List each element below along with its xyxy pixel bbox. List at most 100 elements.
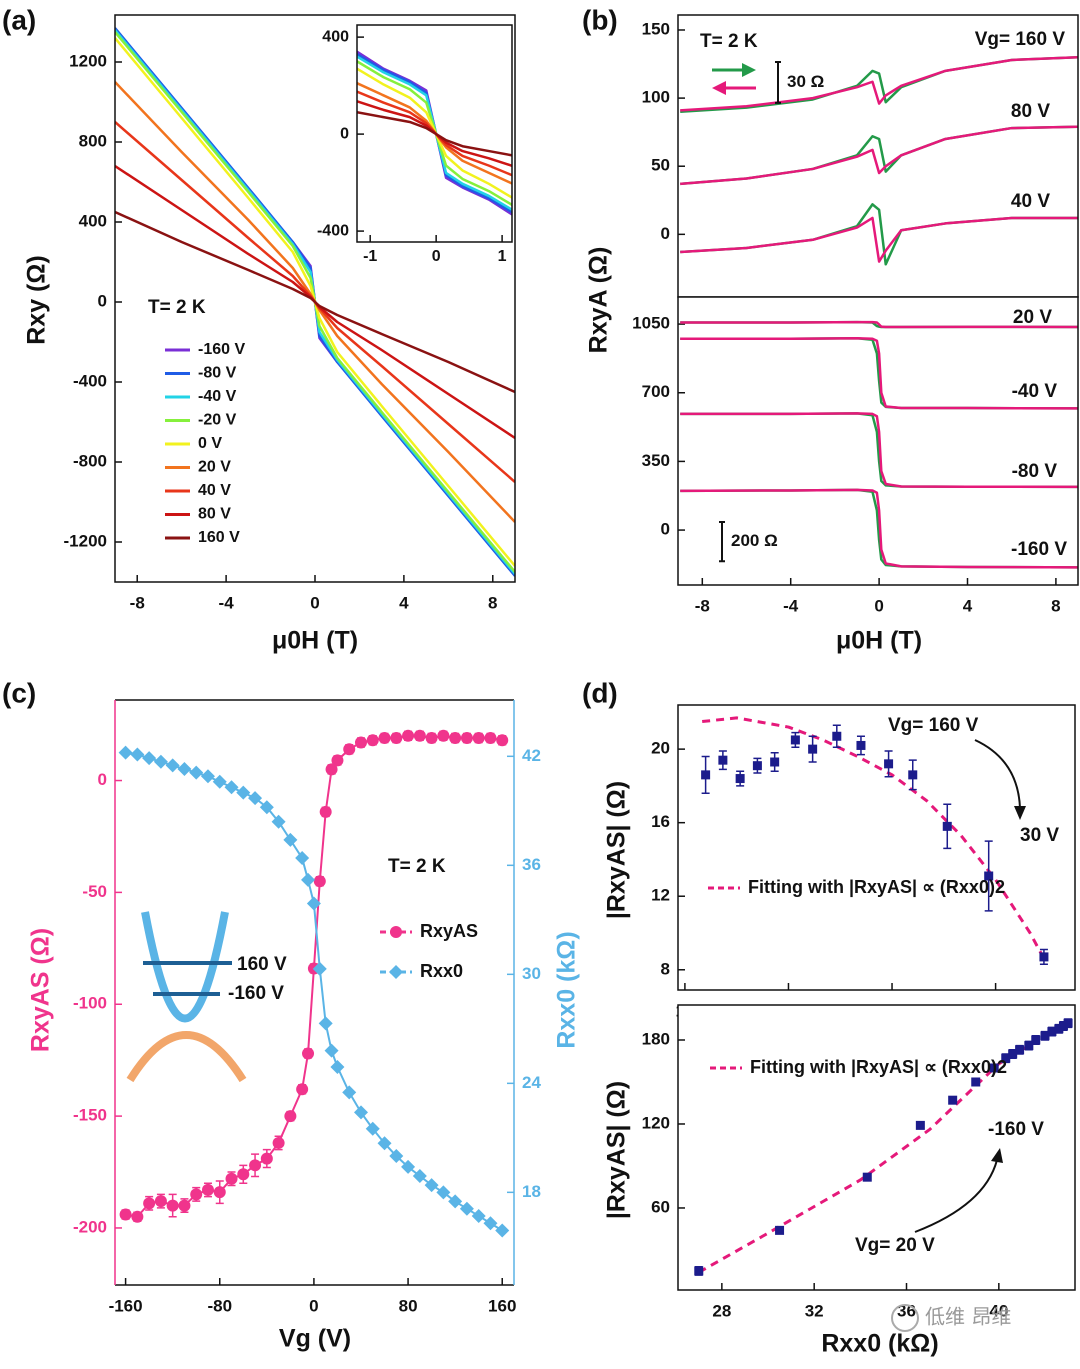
axis-frame [677,1004,1076,1291]
x-tick-label: 28 [712,1301,731,1320]
marker [1039,952,1049,962]
marker [460,732,473,745]
axis-frame [115,699,514,1286]
x-tick-label: 0 [432,248,441,265]
data-line [680,125,1078,186]
annotation: 30 V [1020,825,1059,846]
marker [249,1159,262,1172]
plot-area [680,55,1078,266]
marker [808,744,818,754]
y-tick-label: 0 [661,520,670,539]
marker [354,736,367,749]
marker [908,770,918,780]
x-tick-label: -8 [695,596,710,615]
y2-tick-label: 30 [522,964,541,983]
y-tick-label: 700 [642,382,670,401]
marker [449,732,462,745]
data-line [702,716,1046,960]
annotation: -40 V [1012,381,1058,402]
marker [343,743,356,756]
marker [1015,1045,1025,1055]
x-tick-label: 80 [399,1296,418,1315]
annotation: -160 V [1011,539,1067,560]
y-tick-label: -150 [73,1106,107,1125]
x-tick-label: 4 [963,596,973,615]
arrow-head [742,63,756,77]
marker [971,1077,981,1087]
marker [178,1199,191,1212]
x-tick-label: 0 [309,1296,318,1315]
axis-frame [114,14,516,583]
y-tick-label: -800 [73,451,107,470]
annotation: -80 V [1012,461,1058,482]
y-tick-label: 0 [98,770,107,789]
x-tick-label: 40 [989,1301,1008,1320]
trend-arrow [974,739,1021,809]
marker [459,1201,474,1216]
marker [942,821,952,831]
marker [313,875,326,888]
marker [735,774,745,784]
data-line [680,336,1078,410]
panel: -8 -4 0 4 8 0 350 700 1050 20 V -40 V -80 V -160 V 20… [632,296,1079,655]
marker [365,1121,380,1136]
marker [389,1149,404,1164]
marker [832,731,842,741]
legend-marker [390,926,402,938]
y-tick-label: -1200 [64,531,107,550]
y-tick-label: -400 [73,371,107,390]
decorations: 低维 昂维 [126,63,1026,1332]
x-tick-label: 1 [498,248,507,265]
annotation: Vg= 160 V [888,715,979,736]
annotation: 160 V [237,954,287,975]
marker [143,1197,156,1210]
legend-label: -80 V [198,365,237,382]
y-tick-label: -200 [73,1217,107,1236]
y-axis-label: RxyA (Ω) [585,247,613,354]
annotation: 20 V [1013,307,1052,328]
marker [118,745,133,760]
marker [401,1159,416,1174]
x-tick-label: 0 [874,596,883,615]
marker [496,734,509,747]
arrow-head [1014,806,1026,820]
marker [471,1208,486,1223]
legend-label: 0 V [198,435,222,452]
x-tick-label: 32 [805,1301,824,1320]
marker [225,1172,238,1185]
data-line [680,412,1078,489]
markers [118,729,510,1238]
panel: -160 -80 0 80 160 -200 -150 -100 -50 0 18 24 30 36 42 R… [2,677,581,1352]
legend-label: 40 V [198,482,231,499]
marker [302,1047,315,1060]
y-tick-label: 0 [340,125,349,142]
marker [283,832,298,847]
marker [318,1016,333,1031]
x-tick-label: -1 [363,248,377,265]
marker [306,896,321,911]
y-tick-label: 0 [661,224,670,243]
marker [437,729,450,742]
marker [130,747,145,762]
marker [424,1178,439,1193]
y-tick-label: 400 [322,28,349,45]
axis-frame [677,296,1079,586]
annotation: 40 V [1011,191,1050,212]
arrow-head [712,81,726,95]
marker [1008,1049,1018,1059]
y-tick-label: 12 [651,886,670,905]
x-axis-label: Vg (V) [279,1325,351,1353]
marker [483,1216,498,1231]
x-axis-label: μ0H (T) [272,627,358,655]
data-line [115,210,515,394]
panel-label: (d) [582,677,618,708]
panel: 0 50 100 150 T= 2 K Vg= 160 V 80 V 40 V 30 Ω (b) R… [582,4,1079,354]
y-axis-label: RxyAS (Ω) [27,928,55,1052]
marker [770,757,780,767]
y-tick-label: 50 [651,156,670,175]
trend-arrow [914,1159,998,1233]
marker [701,770,711,780]
y-axis-label: |RxyAS| (Ω) [603,1081,631,1219]
valence-band [126,1031,247,1083]
